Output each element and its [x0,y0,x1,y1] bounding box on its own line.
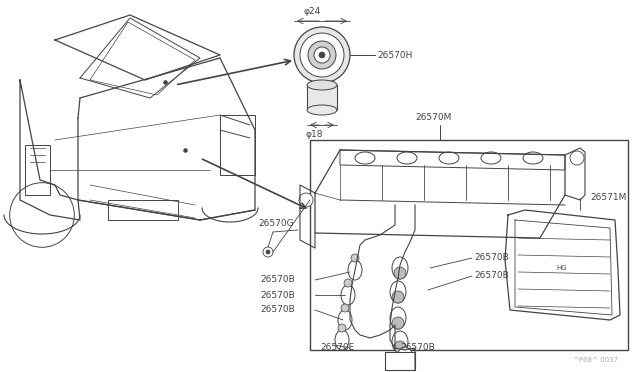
Circle shape [394,341,406,353]
Text: 26570B: 26570B [260,291,295,299]
Ellipse shape [351,254,359,262]
Ellipse shape [439,152,459,164]
Ellipse shape [307,80,337,90]
Bar [385,352,415,370]
Text: 26570B: 26570B [400,343,435,353]
Text: 26570B: 26570B [260,305,295,314]
Text: 26570E: 26570E [320,343,355,353]
Bar [25,145,50,195]
Ellipse shape [392,257,408,279]
Text: 26570G: 26570G [258,219,294,228]
Circle shape [314,47,330,63]
Ellipse shape [392,331,408,353]
Circle shape [399,357,411,369]
Text: 26570M: 26570M [415,113,451,122]
Ellipse shape [335,330,349,350]
Circle shape [394,267,406,279]
Text: φ24: φ24 [303,7,321,16]
Ellipse shape [390,307,406,329]
Text: 26571M: 26571M [590,193,627,202]
Bar [220,115,255,175]
Circle shape [299,193,313,207]
Ellipse shape [390,281,406,303]
Circle shape [263,247,273,257]
Text: ^P68^ 0037: ^P68^ 0037 [573,357,618,363]
Ellipse shape [397,152,417,164]
Circle shape [319,52,325,58]
Text: φ18: φ18 [305,130,323,139]
Ellipse shape [338,310,352,330]
Circle shape [392,317,404,329]
Circle shape [392,291,404,303]
Ellipse shape [341,285,355,305]
Text: HG: HG [557,265,567,271]
Ellipse shape [341,304,349,312]
Text: 26570B: 26570B [474,272,509,280]
Text: 26570H: 26570H [377,51,412,60]
Ellipse shape [307,105,337,115]
Ellipse shape [348,260,362,280]
Circle shape [570,151,584,165]
Ellipse shape [338,324,346,332]
Text: 26570B: 26570B [474,253,509,263]
Circle shape [266,250,270,254]
Ellipse shape [344,279,352,287]
Circle shape [308,41,336,69]
Text: 26570B: 26570B [260,276,295,285]
Ellipse shape [481,152,501,164]
Bar [307,85,337,110]
Circle shape [294,27,350,83]
Ellipse shape [355,152,375,164]
Ellipse shape [523,152,543,164]
Circle shape [300,33,344,77]
Bar [108,200,178,220]
Ellipse shape [397,347,413,369]
Bar [310,140,628,350]
